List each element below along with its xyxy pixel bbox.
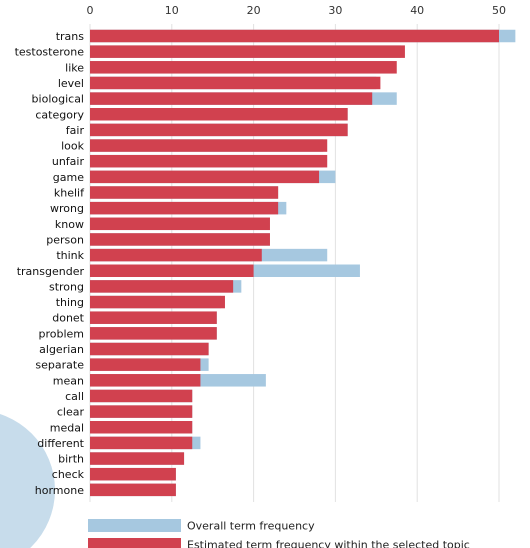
term-label-medal: medal [50, 421, 84, 434]
topic-bar-donet [90, 311, 217, 324]
topic-bar-biological [90, 92, 373, 105]
x-tick-label-20: 20 [247, 4, 261, 17]
topic-bar-person [90, 233, 270, 246]
term-label-trans: trans [56, 30, 85, 43]
topic-bar-unfair [90, 154, 328, 168]
topic-bar-transgender [90, 264, 254, 277]
topic-bar-category [90, 108, 348, 121]
topic-bar-look [90, 139, 328, 152]
term-label-clear: clear [57, 406, 85, 419]
topic-bar-strong [90, 280, 234, 293]
topic-bar-level [90, 76, 381, 90]
legend-label-topic: Estimated term frequency within the sele… [187, 539, 470, 548]
term-label-separate: separate [35, 359, 84, 372]
x-tick-label-10: 10 [165, 4, 179, 17]
term-label-donet: donet [52, 312, 84, 325]
x-tick-label-50: 50 [492, 4, 506, 17]
topic-bar-hormone [90, 483, 176, 497]
topic-bar-fair [90, 123, 348, 137]
term-label-know: know [55, 218, 84, 231]
bars [90, 29, 516, 497]
topic-bar-wrong [90, 201, 279, 215]
term-label-transgender: transgender [17, 265, 85, 278]
term-label-unfair: unfair [52, 155, 85, 168]
term-label-hormone: hormone [35, 484, 84, 497]
legend-swatch-topic [88, 538, 181, 548]
legend: Overall term frequency Estimated term fre… [88, 519, 470, 548]
topic-bar-birth [90, 452, 185, 465]
term-label-different: different [37, 437, 84, 450]
term-label-strong: strong [49, 280, 84, 293]
topic-bar-check [90, 467, 176, 481]
topic-bar-call [90, 389, 193, 403]
topic-bar-know [90, 217, 270, 231]
topic-bar-clear [90, 405, 193, 418]
term-label-level: level [58, 77, 84, 90]
legend-swatch-overall [88, 519, 181, 532]
term-label-check: check [52, 468, 85, 481]
term-label-game: game [53, 171, 84, 184]
topic-bar-problem [90, 327, 217, 340]
topic-bar-think [90, 248, 262, 262]
term-label-birth: birth [58, 453, 84, 466]
term-label-mean: mean [53, 374, 84, 387]
topic-bar-medal [90, 421, 193, 434]
term-label-khelif: khelif [54, 187, 85, 200]
topic-bar-game [90, 170, 320, 184]
topic-bar-different [90, 436, 193, 450]
term-label-algerian: algerian [39, 343, 84, 356]
term-label-call: call [65, 390, 84, 403]
x-tick-label-40: 40 [410, 4, 424, 17]
topic-bar-mean [90, 374, 201, 387]
topic-bar-thing [90, 295, 225, 309]
x-tick-label-30: 30 [328, 4, 342, 17]
term-label-wrong: wrong [50, 202, 84, 215]
topic-bar-trans [90, 29, 499, 43]
topic-bar-algerian [90, 342, 209, 356]
term-label-look: look [61, 140, 85, 153]
term-label-fair: fair [66, 124, 85, 137]
x-tick-label-0: 0 [87, 4, 94, 17]
term-label-testosterone: testosterone [15, 46, 85, 59]
term-label-problem: problem [38, 327, 84, 340]
term-label-think: think [56, 249, 84, 262]
term-label-thing: thing [56, 296, 84, 309]
term-label-like: like [65, 61, 84, 74]
topic-bar-like [90, 61, 397, 74]
topic-bar-khelif [90, 186, 279, 199]
term-labels: trans testosterone like level biological cate… [15, 30, 86, 497]
legend-label-overall: Overall term frequency [187, 520, 315, 533]
term-label-person: person [46, 233, 84, 246]
term-label-biological: biological [32, 93, 84, 106]
term-label-category: category [35, 108, 84, 121]
decorative-circle [0, 414, 55, 548]
x-axis: 0 10 20 30 40 50 [87, 4, 507, 17]
topic-bar-testosterone [90, 45, 405, 58]
topic-bar-separate [90, 358, 201, 371]
